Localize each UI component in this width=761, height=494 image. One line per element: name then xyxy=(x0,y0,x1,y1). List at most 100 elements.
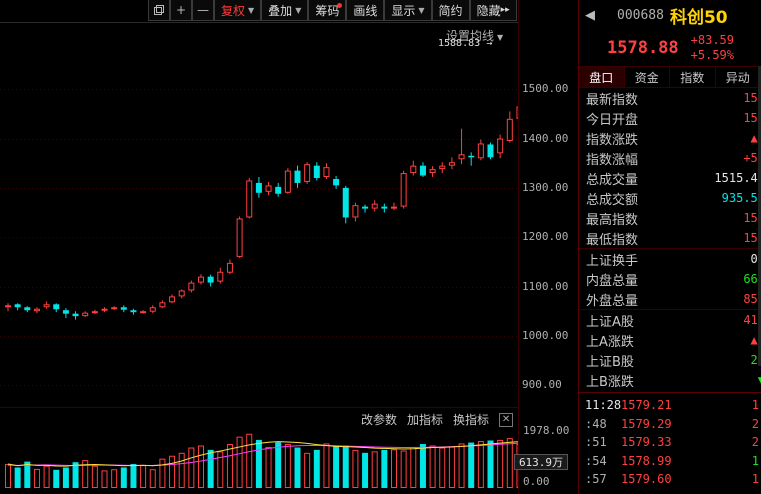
volume-bar[interactable] xyxy=(226,444,233,488)
volume-bar[interactable] xyxy=(5,463,11,488)
volume-bar[interactable] xyxy=(400,450,407,488)
tick-row[interactable]: :57 1579.60 1 xyxy=(579,470,761,489)
candle[interactable] xyxy=(43,301,50,309)
candle[interactable] xyxy=(101,307,108,313)
volume-bar[interactable] xyxy=(236,436,243,489)
zoom-in-icon[interactable]: + xyxy=(170,0,192,21)
volume-bar[interactable] xyxy=(284,444,291,488)
tick-row[interactable]: :54 1578.99 1 xyxy=(579,452,761,471)
caret-left-icon[interactable]: ◀ xyxy=(585,7,595,23)
volume-bar[interactable] xyxy=(333,446,340,488)
volume-bar[interactable] xyxy=(391,449,397,489)
toolbar-button-5[interactable]: 筹码 xyxy=(308,0,347,21)
candle[interactable] xyxy=(246,178,253,219)
volume-bar[interactable] xyxy=(198,445,204,488)
candle[interactable] xyxy=(33,307,40,314)
candle[interactable] xyxy=(371,200,378,212)
volume-bar[interactable] xyxy=(323,443,330,488)
volume-bar[interactable] xyxy=(72,462,79,488)
candle[interactable] xyxy=(448,157,455,170)
volume-bar[interactable] xyxy=(458,443,465,488)
volume-bar[interactable] xyxy=(207,449,214,488)
switch-indicator-link[interactable]: 换指标 xyxy=(453,413,490,427)
tab-capital[interactable]: 资金 xyxy=(625,67,670,87)
candle[interactable] xyxy=(400,170,407,209)
candle[interactable] xyxy=(294,165,301,188)
volume-bar[interactable] xyxy=(130,463,137,488)
volume-bar[interactable] xyxy=(352,449,359,488)
candle[interactable] xyxy=(198,274,204,285)
candle[interactable] xyxy=(149,305,156,314)
volume-bar[interactable] xyxy=(381,449,388,488)
candle[interactable] xyxy=(5,303,11,312)
candle[interactable] xyxy=(419,162,426,178)
toolbar-button-3[interactable]: 复权 ▼ xyxy=(214,0,262,21)
volume-bar[interactable] xyxy=(342,445,349,488)
candle[interactable] xyxy=(313,162,320,181)
toolbar-button-9[interactable]: 隐藏 ▸▸ xyxy=(469,0,517,21)
candle[interactable] xyxy=(275,182,282,197)
candle[interactable] xyxy=(62,308,69,319)
candle[interactable] xyxy=(130,308,137,315)
toolbar-button-6[interactable]: 画线 xyxy=(346,0,385,21)
tick-row[interactable]: :48 1579.29 2 xyxy=(579,415,761,434)
volume-bar[interactable] xyxy=(43,465,50,489)
candle[interactable] xyxy=(120,305,127,313)
candle[interactable] xyxy=(429,166,436,178)
volume-bar[interactable] xyxy=(448,446,455,488)
volume-bar[interactable] xyxy=(487,440,494,488)
tick-row[interactable]: :51 1579.33 2 xyxy=(579,433,761,452)
close-icon[interactable]: ✕ xyxy=(499,412,514,427)
add-indicator-link[interactable]: 加指标 xyxy=(407,413,444,427)
volume-bar[interactable] xyxy=(53,469,60,488)
volume-bar[interactable] xyxy=(410,446,417,488)
volume-bar[interactable] xyxy=(149,469,156,489)
candle[interactable] xyxy=(255,177,262,198)
volume-bar[interactable] xyxy=(91,465,98,489)
tick-row[interactable]: 11:28 1579.21 1 xyxy=(579,396,761,415)
candle[interactable] xyxy=(352,202,359,222)
candle[interactable] xyxy=(342,185,349,224)
edit-params-link[interactable]: 改参数 xyxy=(361,413,398,427)
volume-bar[interactable] xyxy=(159,458,166,489)
candle[interactable] xyxy=(14,303,21,311)
candle[interactable] xyxy=(458,128,465,165)
candle[interactable] xyxy=(159,300,166,309)
candle[interactable] xyxy=(497,134,504,159)
volume-bar[interactable] xyxy=(255,439,262,488)
volume-bar[interactable] xyxy=(362,452,369,488)
volume-bar[interactable] xyxy=(33,468,40,488)
candle[interactable] xyxy=(140,310,147,314)
candle[interactable] xyxy=(477,139,484,161)
volume-bar[interactable] xyxy=(101,470,108,488)
volume-bar[interactable] xyxy=(246,433,253,489)
candlestick-chart[interactable] xyxy=(0,0,518,494)
candle[interactable] xyxy=(487,142,494,160)
volume-bar[interactable] xyxy=(371,451,378,488)
volume-bar[interactable] xyxy=(477,441,484,488)
tab-index[interactable]: 指数 xyxy=(670,67,716,87)
volume-bar[interactable] xyxy=(304,452,311,488)
toolbar-button-8[interactable]: 简约 xyxy=(431,0,470,21)
volume-bar[interactable] xyxy=(275,442,282,488)
candle[interactable] xyxy=(391,202,397,211)
volume-bar[interactable] xyxy=(506,438,513,489)
volume-bar[interactable] xyxy=(169,455,176,489)
zoom-out-icon[interactable]: — xyxy=(192,0,214,21)
candle[interactable] xyxy=(381,203,388,213)
volume-bar[interactable] xyxy=(188,447,195,488)
candle[interactable] xyxy=(506,111,513,143)
candle[interactable] xyxy=(226,259,233,275)
panel-scrollbar[interactable] xyxy=(758,66,761,366)
candle[interactable] xyxy=(24,306,31,313)
volume-bar[interactable] xyxy=(468,442,475,488)
volume-bar[interactable] xyxy=(419,444,426,488)
candle[interactable] xyxy=(468,152,475,166)
tab-movement[interactable]: 异动 xyxy=(716,67,761,87)
candle[interactable] xyxy=(217,267,224,284)
volume-bar[interactable] xyxy=(140,465,147,489)
candle[interactable] xyxy=(516,103,518,121)
candle[interactable] xyxy=(323,163,330,179)
volume-bar[interactable] xyxy=(82,460,89,489)
volume-bar[interactable] xyxy=(14,467,21,488)
